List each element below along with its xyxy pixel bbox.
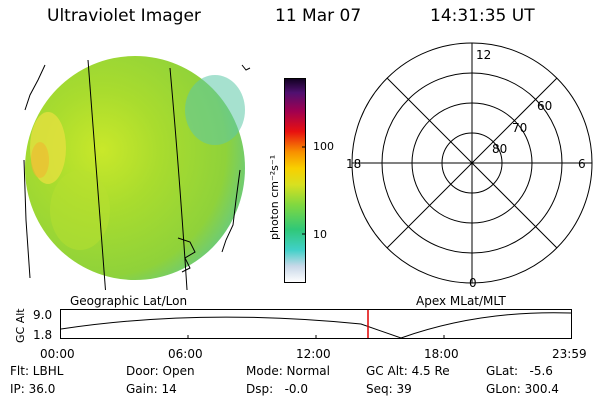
coastline <box>23 159 31 279</box>
xtick-1800: 18:00 <box>424 347 459 361</box>
ip-info: IP: 36.0 <box>10 382 56 396</box>
glon-info: GLon: 300.4 <box>486 382 559 396</box>
xtick-1200: 12:00 <box>296 347 331 361</box>
xtick-2359: 23:59 <box>552 347 587 361</box>
colorbar-unit-label: photon cm⁻²s⁻¹ <box>268 154 281 240</box>
apex-mlat-mlt-title: Apex MLat/MLT <box>416 294 506 308</box>
date-label: 11 Mar 07 <box>275 6 362 26</box>
mlt-label-18: 18 <box>346 157 361 171</box>
time-label: 14:31:35 UT <box>430 6 535 26</box>
meridian-line <box>87 59 106 290</box>
uv-disk-image <box>23 56 251 290</box>
ytick-top: 9.0 <box>33 308 53 322</box>
mode-info: Mode: Normal <box>246 364 330 378</box>
door-info: Door: Open <box>126 364 195 378</box>
coastline <box>241 64 251 71</box>
mlt-label-6: 6 <box>578 157 586 171</box>
seq-info: Seq: 39 <box>366 382 412 396</box>
instrument-title: Ultraviolet Imager <box>47 6 201 26</box>
mlat-label-70: 70 <box>512 121 527 135</box>
mlt-label-0: 0 <box>469 276 477 290</box>
gc-alt-axis-label: GC Alt <box>14 308 27 343</box>
dsp-info: Dsp: -0.0 <box>246 382 309 396</box>
colorbar <box>284 78 306 283</box>
mlat-label-80: 80 <box>492 142 507 156</box>
mlt-label-12: 12 <box>476 48 491 62</box>
ytick-bottom: 1.8 <box>33 328 53 342</box>
gain-info: Gain: 14 <box>126 382 177 396</box>
mlat-label-60: 60 <box>537 99 552 113</box>
colorbar-tick-10: 10 <box>313 228 327 241</box>
geographic-latlon-title: Geographic Lat/Lon <box>70 294 188 308</box>
altitude-curve <box>60 312 572 339</box>
coastline <box>221 169 241 253</box>
gc-alt-info: GC Alt: 4.5 Re <box>366 364 450 378</box>
filter-info: Flt: LBHL <box>10 364 64 378</box>
colorbar-tick-100: 100 <box>313 140 334 153</box>
polar-mlat-mlt-plot: 12 18 6 0 60 70 80 <box>346 42 593 290</box>
meridian-line <box>169 67 188 290</box>
xtick-0600: 06:00 <box>168 347 203 361</box>
altitude-timeline-plot <box>60 309 572 339</box>
coastline <box>24 64 46 111</box>
glat-info: GLat: -5.6 <box>486 364 553 378</box>
coastline <box>177 237 196 273</box>
xtick-0000: 00:00 <box>40 347 75 361</box>
